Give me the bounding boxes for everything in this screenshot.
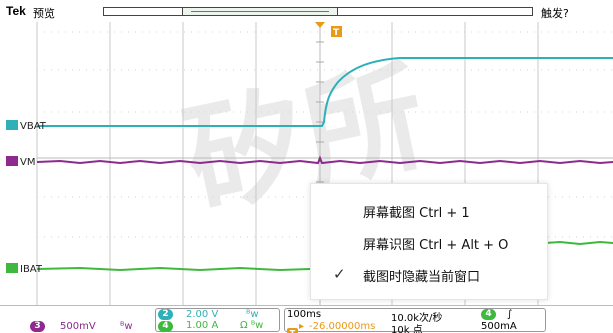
ch3-readout[interactable]: 3 500mV ᴮw [30, 308, 158, 332]
trigger-offset-prefix: ▸ [299, 321, 305, 332]
ch2-ch4-readout[interactable]: 2 2.00 V ᴮw 4 1.00 A Ω ᴮw [155, 308, 280, 332]
menu-item-screenshot-label: 屏幕截图 Ctrl + 1 [363, 206, 470, 221]
bottom-info-bar: 3 500mV ᴮw 2 2.00 V ᴮw 4 1.00 A Ω ᴮw 100… [0, 305, 613, 333]
timebase-readout[interactable]: 100ms T ▸ -26.00000ms 10.0k次/秒 10k 点 4 ∫… [284, 308, 546, 333]
channel-2-name: VBAT [20, 121, 46, 132]
trigger-slope-icon: ∫ [507, 309, 513, 320]
ch4-scale: 1.00 A [186, 320, 219, 331]
record-view-window[interactable] [182, 7, 338, 16]
vbat-trace [37, 57, 613, 127]
trigger-t-label: T [333, 28, 340, 38]
ibat-trace [36, 266, 311, 272]
trigger-t-marker [331, 26, 342, 37]
ch3-scale: 500mV [60, 321, 96, 332]
top-status-bar: Tek 预览 触发? [0, 0, 613, 22]
ch4-bw-icon: Ω ᴮw [240, 320, 264, 331]
ibat-trace-high [544, 240, 613, 246]
channel-3-label[interactable]: VM [6, 156, 35, 168]
ch3-badge: 3 [30, 321, 45, 332]
menu-item-ocr[interactable]: 屏幕识图 Ctrl + Alt + O [311, 228, 547, 258]
ch4-badge: 4 [158, 321, 173, 332]
channel-4-marker [6, 263, 18, 273]
ch3-bw-icon: ᴮw [120, 321, 133, 332]
brand-logo: Tek [6, 4, 26, 18]
trigger-offset-icon: T [287, 321, 298, 333]
record-points: 10k 点 [391, 325, 423, 333]
trigger-status: 触发? [541, 7, 569, 20]
channel-3-marker [6, 156, 18, 166]
sample-rate: 10.0k次/秒 [391, 313, 443, 324]
trigger-position-marker [315, 22, 325, 28]
ch2-bw-icon: ᴮw [246, 309, 259, 320]
ch2-scale: 2.00 V [186, 309, 219, 320]
record-view-fill [191, 11, 329, 12]
trigger-level: 500mA [481, 321, 517, 332]
acquisition-mode: 预览 [33, 7, 55, 20]
timebase-scale: 100ms [287, 309, 322, 320]
menu-item-hide-window[interactable]: ✓ 截图时隐藏当前窗口 [311, 260, 547, 290]
ch2-badge: 2 [158, 309, 173, 320]
screenshot-context-menu: 屏幕截图 Ctrl + 1 屏幕识图 Ctrl + Alt + O ✓ 截图时隐… [310, 183, 548, 300]
menu-item-ocr-label: 屏幕识图 Ctrl + Alt + O [363, 238, 509, 253]
trigger-offset: -26.00000ms [309, 321, 376, 332]
vm-trace [36, 155, 613, 165]
menu-item-hide-window-label: 截图时隐藏当前窗口 [363, 270, 481, 285]
channel-4-name: IBAT [20, 264, 42, 275]
checkmark-icon: ✓ [333, 265, 346, 283]
channel-3-name: VM [20, 157, 36, 168]
channel-2-marker [6, 120, 18, 130]
channel-4-label[interactable]: IBAT [6, 263, 42, 275]
channel-2-label[interactable]: VBAT [6, 120, 46, 132]
menu-item-screenshot[interactable]: 屏幕截图 Ctrl + 1 [311, 196, 547, 226]
trigger-source-badge: 4 [481, 309, 496, 320]
